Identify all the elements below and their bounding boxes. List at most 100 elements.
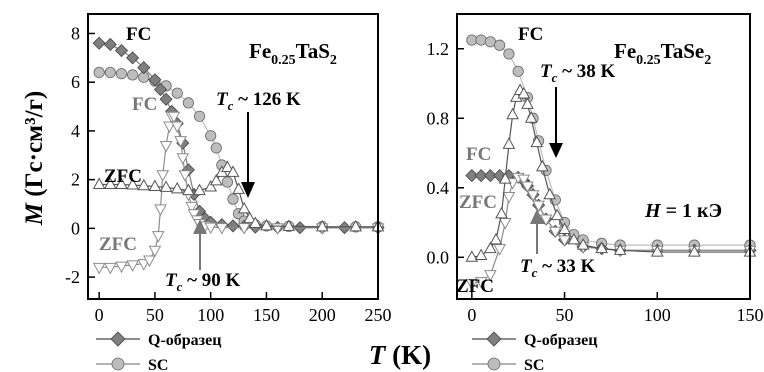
data-point-right	[613, 243, 627, 255]
data-point-right	[484, 270, 497, 282]
data-point-left	[170, 181, 184, 194]
y-tick-label-left: 8	[71, 23, 80, 43]
data-point-left	[210, 142, 222, 154]
tick-group-right: 0 50 100 150 0.0 0.4 0.8 1.2	[427, 39, 764, 325]
data-point-right	[526, 190, 540, 202]
annotation-fc-mid-left: FC	[132, 94, 157, 115]
data-point-left	[243, 211, 257, 224]
data-point-left	[204, 222, 218, 235]
data-point-right	[498, 172, 512, 184]
data-point-left	[148, 245, 162, 258]
arrow-tc-lower-left	[193, 219, 207, 270]
data-point-right	[474, 169, 488, 183]
tc-lower-right-symbol: T	[520, 256, 533, 277]
legend-label-sc-left: SC	[148, 357, 168, 372]
data-point-left	[127, 69, 139, 81]
data-point-left	[349, 219, 363, 232]
data-point-left	[159, 180, 173, 192]
sample-label-left-main: TaS	[296, 39, 330, 63]
data-point-left	[193, 183, 206, 196]
data-point-left	[226, 165, 240, 177]
x-tick-label-right: 50	[556, 305, 574, 325]
data-point-left	[104, 66, 116, 79]
series-sc-zfc-right	[465, 83, 757, 262]
data-point-right	[506, 107, 519, 120]
data-point-left	[174, 136, 187, 148]
x-axis-label-symbol: T	[369, 340, 387, 370]
data-point-left	[232, 182, 245, 194]
legend-item-q-right: Q-образец	[472, 331, 597, 349]
tc-upper-right-value: ~ 38 K	[557, 61, 615, 82]
data-point-right	[535, 159, 549, 172]
data-point-right	[650, 245, 664, 257]
data-point-left	[148, 73, 162, 87]
data-point-left	[159, 141, 173, 153]
data-point-right	[495, 206, 508, 219]
data-point-right	[530, 135, 544, 148]
arrow-tc-lower-right	[530, 209, 544, 254]
plot-frame-right	[456, 13, 751, 300]
data-point-left	[115, 68, 128, 80]
data-point-left	[178, 170, 192, 182]
tc-upper-left-symbol: T	[216, 89, 229, 110]
data-point-left	[137, 178, 151, 191]
data-point-right	[503, 48, 515, 60]
data-point-right	[493, 244, 506, 256]
series-q-fc-left	[92, 36, 385, 235]
data-point-left	[226, 219, 240, 233]
tc-upper-right-symbol: T	[540, 61, 553, 82]
sample-label-left: Fe0.25TaS2	[249, 39, 337, 68]
tc-lower-left-sub: c	[177, 279, 183, 294]
data-point-left	[204, 179, 218, 192]
sample-label-right-sub1: 0.25	[636, 53, 661, 68]
tc-lower-left-value: ~ 90 K	[182, 270, 240, 291]
x-tick-label-right: 150	[737, 305, 764, 325]
data-point-right	[498, 218, 512, 230]
series-group-right	[465, 34, 757, 291]
tc-lower-right-value: ~ 33 K	[537, 256, 595, 277]
y-tick-label-right: 0.8	[427, 108, 450, 128]
data-point-left	[143, 255, 156, 268]
legend-item-sc-left: SC	[96, 357, 168, 372]
legend-label-q-right: Q-образец	[524, 332, 597, 349]
tc-upper-left-value: ~ 126 K	[233, 89, 301, 110]
data-point-left	[248, 216, 262, 228]
data-point-right	[465, 250, 479, 262]
data-point-left	[92, 177, 106, 190]
data-point-right	[502, 191, 516, 204]
data-point-right	[521, 181, 534, 194]
data-point-right	[483, 169, 497, 183]
annotation-fc-top-right: FC	[518, 24, 543, 45]
data-point-right	[539, 214, 553, 227]
annotation-zfc-bottom-left: ZFC	[99, 234, 137, 255]
data-point-left	[115, 177, 128, 190]
y-tick-label-left: 4	[71, 121, 80, 141]
data-point-right	[532, 200, 545, 213]
data-point-right	[474, 248, 488, 261]
data-point-right	[521, 97, 534, 109]
data-point-left	[159, 92, 173, 106]
data-point-right	[550, 208, 564, 221]
legend-label-q-left: Q-образец	[148, 332, 221, 349]
data-point-left	[237, 223, 251, 235]
plot-frame-left	[87, 13, 379, 300]
data-point-left	[126, 51, 140, 65]
data-point-right	[466, 34, 478, 46]
sample-label-right-main: TaSe	[661, 39, 705, 63]
annotation-zfc-bottom-right: ZFC	[456, 276, 494, 297]
annotation-zfc-top-left: ZFC	[104, 166, 142, 187]
y-tick-label-left: -2	[65, 267, 80, 287]
legend-right: Q-образец SC	[472, 331, 597, 372]
annotation-fc-mid-right: FC	[466, 144, 491, 165]
data-point-left	[92, 36, 106, 50]
data-point-right	[474, 277, 488, 289]
y-axis-label-symbol: M	[21, 202, 48, 226]
sample-label-left-sub1: 0.25	[271, 53, 296, 68]
arrow-tc-upper-left	[241, 112, 255, 198]
data-point-left	[182, 97, 194, 109]
x-tick-label-left: 0	[95, 305, 104, 325]
data-point-left	[221, 176, 234, 188]
